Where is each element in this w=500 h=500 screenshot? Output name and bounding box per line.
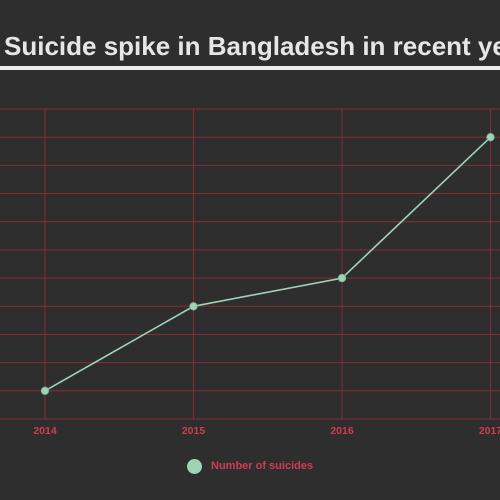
data-point — [337, 273, 347, 283]
legend-label-series: Number of suicides — [211, 460, 314, 472]
title-underline — [0, 66, 500, 70]
x-tick-label: 2017 — [479, 425, 500, 437]
data-point — [40, 386, 50, 395]
grid-lines — [0, 108, 500, 420]
legend-swatch — [187, 458, 202, 474]
data-point — [486, 132, 495, 142]
x-tick-label: 2014 — [33, 425, 57, 437]
series-lines — [44, 136, 492, 392]
x-tick-label: 2015 — [182, 425, 206, 437]
x-tick-label: 2016 — [330, 425, 354, 437]
data-point — [189, 302, 198, 311]
series-line — [44, 136, 492, 392]
chart-title: Suicide spike in Bangladesh in recent ye… — [4, 31, 500, 61]
series-points — [40, 132, 495, 395]
legend[interactable]: Number of suicides — [187, 456, 313, 476]
x-axis-tick-labels: 2014 2015 2016 2017 — [33, 425, 500, 437]
